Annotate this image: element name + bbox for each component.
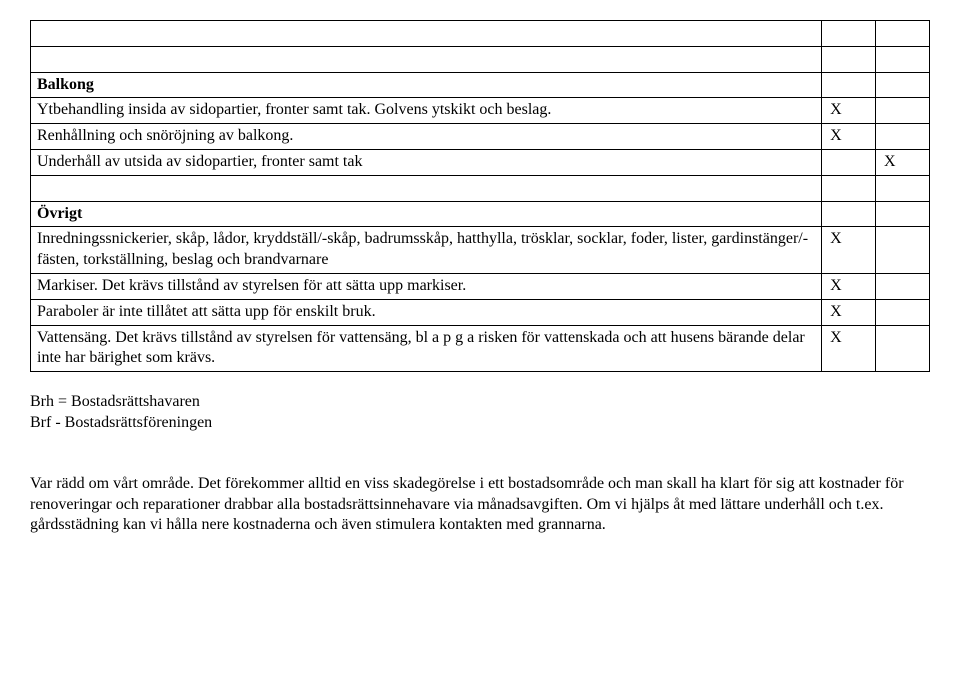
- row-col1: [822, 72, 876, 98]
- row-col1: [822, 46, 876, 72]
- content-table: BalkongYtbehandling insida av sidopartie…: [30, 20, 930, 372]
- row-col2: [876, 72, 930, 98]
- table-row: Ytbehandling insida av sidopartier, fron…: [31, 98, 930, 124]
- row-col1: X: [822, 227, 876, 274]
- row-col1: [822, 21, 876, 47]
- row-text: [31, 46, 822, 72]
- row-text: Markiser. Det krävs tillstånd av styrels…: [31, 273, 822, 299]
- table-row: Vattensäng. Det krävs tillstånd av styre…: [31, 325, 930, 372]
- footnote-brh: Brh = Bostadsrättshavaren: [30, 392, 930, 413]
- row-col1: [822, 201, 876, 227]
- row-col1: X: [822, 98, 876, 124]
- table-row: Renhållning och snöröjning av balkong.X: [31, 124, 930, 150]
- body-paragraph: Var rädd om vårt område. Det förekommer …: [30, 474, 930, 536]
- table-row: Underhåll av utsida av sidopartier, fron…: [31, 149, 930, 175]
- table-row: Inredningssnickerier, skåp, lådor, krydd…: [31, 227, 930, 274]
- table-row: Markiser. Det krävs tillstånd av styrels…: [31, 273, 930, 299]
- row-col2: X: [876, 149, 930, 175]
- row-text: Övrigt: [31, 201, 822, 227]
- row-col2: [876, 46, 930, 72]
- row-text: Underhåll av utsida av sidopartier, fron…: [31, 149, 822, 175]
- row-col2: [876, 325, 930, 372]
- row-text: Vattensäng. Det krävs tillstånd av styre…: [31, 325, 822, 372]
- row-text: Ytbehandling insida av sidopartier, fron…: [31, 98, 822, 124]
- row-col2: [876, 227, 930, 274]
- row-text: Balkong: [31, 72, 822, 98]
- row-text: Paraboler är inte tillåtet att sätta upp…: [31, 299, 822, 325]
- row-text: [31, 175, 822, 201]
- row-col2: [876, 175, 930, 201]
- row-col1: X: [822, 273, 876, 299]
- row-col1: X: [822, 124, 876, 150]
- row-col2: [876, 299, 930, 325]
- table-row: Balkong: [31, 72, 930, 98]
- row-col2: [876, 98, 930, 124]
- row-col1: X: [822, 325, 876, 372]
- table-row: [31, 21, 930, 47]
- row-col1: [822, 149, 876, 175]
- row-col2: [876, 124, 930, 150]
- row-col2: [876, 273, 930, 299]
- row-text: Inredningssnickerier, skåp, lådor, krydd…: [31, 227, 822, 274]
- table-row: Övrigt: [31, 201, 930, 227]
- footnote-brf: Brf - Bostadsrättsföreningen: [30, 413, 930, 434]
- row-col2: [876, 21, 930, 47]
- row-col2: [876, 201, 930, 227]
- row-col1: X: [822, 299, 876, 325]
- table-row: [31, 175, 930, 201]
- row-text: [31, 21, 822, 47]
- table-row: [31, 46, 930, 72]
- row-text: Renhållning och snöröjning av balkong.: [31, 124, 822, 150]
- row-col1: [822, 175, 876, 201]
- table-row: Paraboler är inte tillåtet att sätta upp…: [31, 299, 930, 325]
- footnotes-block: Brh = Bostadsrättshavaren Brf - Bostadsr…: [30, 392, 930, 434]
